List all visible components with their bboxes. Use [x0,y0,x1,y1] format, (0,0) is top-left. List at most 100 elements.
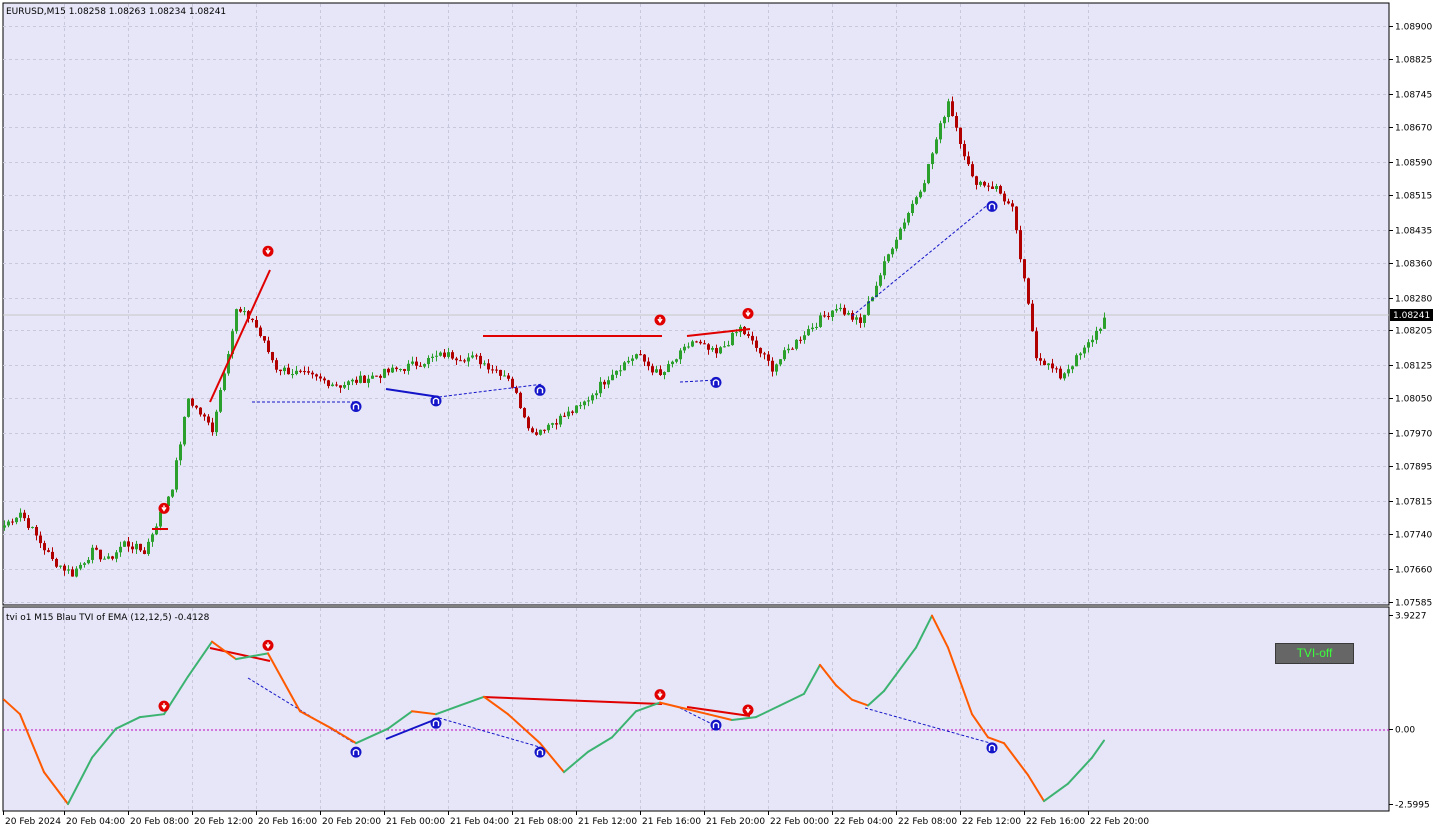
price-tick-label: 1.07970 [1395,430,1432,440]
bull-candle [159,511,162,527]
bull-candle [539,429,542,435]
bull-candle [567,411,570,417]
bull-candle [135,543,138,550]
time-label: 22 Feb 00:00 [770,817,829,827]
bear-candle [131,546,134,550]
bear-candle [659,369,662,375]
tvi-segment [1027,774,1045,803]
bull-candle [119,546,122,553]
bear-candle [955,116,958,128]
bear-candle [959,127,962,144]
bull-candle [447,352,450,357]
tvi-segment [931,614,949,649]
bull-candle [551,423,554,425]
bear-candle [307,371,310,373]
bear-candle [639,354,642,356]
bull-candle [215,411,218,433]
tvi-segment [299,710,333,730]
arrow-up-icon [432,397,440,404]
price-tick-label: 1.08745 [1395,91,1432,101]
arrow-up-icon [432,719,440,727]
bull-candle [367,378,370,383]
tvi-off-button[interactable]: TVI-off [1275,643,1354,664]
price-tick-label: 1.08900 [1395,23,1432,33]
price-tick-label: 1.08670 [1395,124,1432,134]
bear-trendline [686,328,751,337]
arrow-up-icon [988,203,996,210]
bull-candle [787,348,790,351]
tvi-bull-signal-marker [534,746,546,758]
bull-candle [803,335,806,340]
bear-candle [843,307,846,315]
tvi-segment [947,646,973,716]
tvi-segment [211,640,237,661]
bull-candle [87,559,90,564]
bull-candle [227,354,230,374]
bull-candle [883,261,886,276]
bull-candle [947,101,950,118]
bull-candle [83,563,86,565]
tvi-segment [1067,756,1093,785]
bull-candle [839,307,842,310]
tvi-bear-line [209,647,271,662]
bear-candle [1055,368,1058,370]
tvi-segment [707,713,733,721]
tvi-segment [459,695,485,707]
bear-candle [967,156,970,165]
bear-candle [451,352,454,359]
bear-candle [859,317,862,323]
bull-candle [783,350,786,360]
tvi-segment [67,756,93,806]
bull-signal-marker [534,384,546,396]
bear-candle [459,360,462,362]
bull-candle [911,203,914,214]
price-tick-label: 1.08435 [1395,227,1432,237]
tvi-segment [1091,739,1105,759]
bull-candle [943,117,946,124]
bull-candle [679,350,682,360]
tvi-segment [587,736,613,753]
price-trendlines [152,202,991,530]
bull-candle [683,346,686,351]
bull-candle [723,346,726,348]
bull-candle [1071,366,1074,370]
bear-candle [315,374,318,377]
bull-candle [1099,328,1102,331]
bear-candle [111,556,114,559]
main-panel-area [2,2,1390,606]
bull-candle [3,525,6,528]
bull-candle [407,363,410,371]
bull-candle [811,327,814,330]
bear-candle [355,379,358,383]
time-label: 21 Feb 08:00 [514,817,573,827]
bear-candle [751,335,754,341]
tvi-segment [971,713,989,739]
time-label: 22 Feb 12:00 [962,817,1021,827]
bull-candle [483,363,486,365]
bear-candle [543,429,546,431]
bull-candle [687,346,690,348]
bull-candle [1067,369,1070,374]
bear-candle [1031,303,1034,332]
bear-candle [707,344,710,350]
tvi-bull-signal-marker [350,746,362,758]
bear-candle [1035,331,1038,359]
bear-candle [443,352,446,357]
bull-candle [15,517,18,523]
bull-candle [903,222,906,229]
tvi-segment [683,707,709,716]
bull-candle [1083,347,1086,354]
bull-candle [435,355,438,357]
bear-candle [999,186,1002,194]
bear-candle [27,518,30,528]
bull-candle [59,565,62,567]
grid-lines [3,4,1389,810]
bear-candle [199,407,202,415]
bull-candle [847,312,850,315]
bull-candle [91,547,94,560]
tvi-bull-line [438,717,544,749]
bull-candle [151,534,154,542]
bull-candle [31,526,34,528]
bear-candle [99,549,102,560]
bull-candle [619,370,622,372]
